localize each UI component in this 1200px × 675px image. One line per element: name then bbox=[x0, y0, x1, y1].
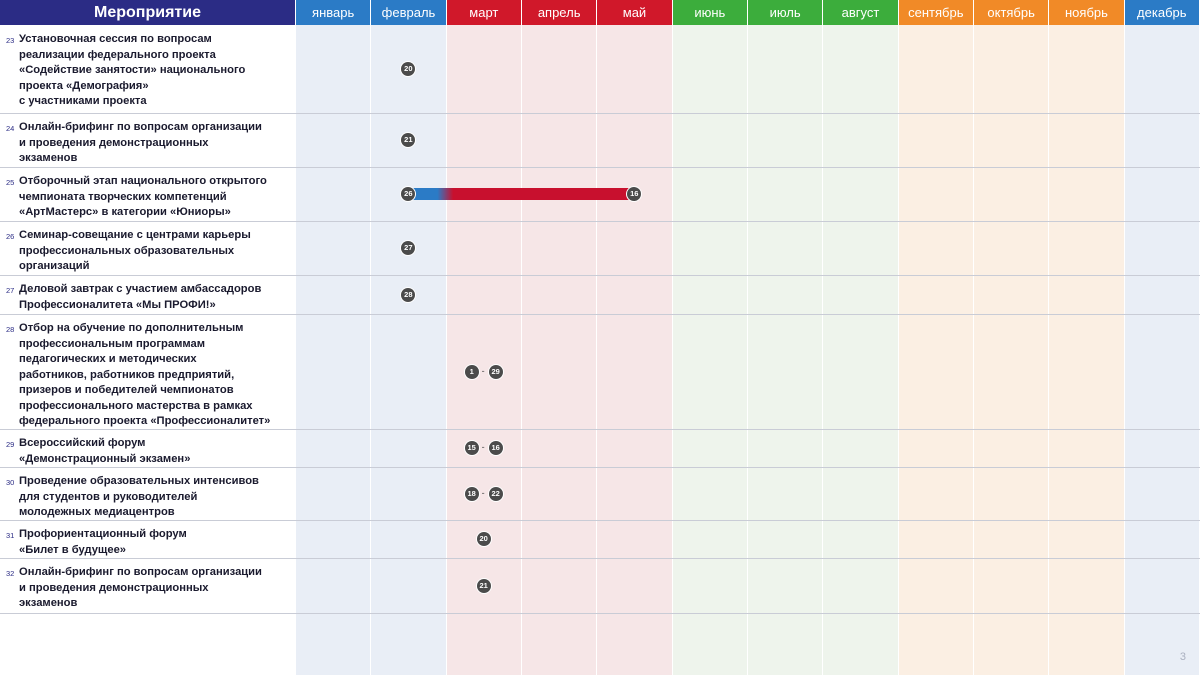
month-header-10: октябрь bbox=[973, 0, 1049, 25]
page-number: 3 bbox=[1179, 651, 1186, 663]
month-column-12 bbox=[1124, 25, 1200, 675]
month-header-6: июнь bbox=[672, 0, 747, 25]
event-number: 25 bbox=[6, 178, 15, 187]
month-header-7: июль bbox=[747, 0, 823, 25]
event-title: Установочная сессия по вопросам реализац… bbox=[19, 33, 246, 107]
event-column-header: Мероприятие bbox=[0, 0, 295, 25]
month-column-11 bbox=[1049, 25, 1125, 675]
event-title: Семинар-совещание с центрами карьеры про… bbox=[19, 229, 251, 272]
column-separator bbox=[972, 25, 974, 675]
date-start-marker: 1 bbox=[464, 364, 479, 379]
event-title: Деловой завтрак с участием амбассадоров … bbox=[19, 283, 262, 311]
column-separator bbox=[445, 25, 447, 675]
date-marker: 21 bbox=[476, 578, 491, 593]
month-column-5 bbox=[597, 25, 673, 675]
event-title: Проведение образовательных интенсивов дл… bbox=[19, 475, 259, 518]
column-separator bbox=[596, 25, 598, 675]
column-separator bbox=[1123, 25, 1125, 675]
event-title: Отборочный этап национального открытого … bbox=[19, 175, 267, 218]
month-column-6 bbox=[672, 25, 748, 675]
month-column-2 bbox=[371, 25, 447, 675]
column-separator bbox=[671, 25, 673, 675]
date-start-marker: 26 bbox=[401, 187, 416, 201]
row-separator bbox=[0, 275, 1200, 276]
date-marker: 27 bbox=[401, 241, 416, 255]
column-separator bbox=[295, 25, 296, 675]
event-number: 28 bbox=[6, 325, 15, 334]
date-range-dash: - bbox=[481, 487, 485, 498]
event-title: Онлайн-брифинг по вопросам организации и… bbox=[19, 566, 262, 609]
event-title: Отбор на обучение по дополнительным проф… bbox=[19, 322, 271, 427]
date-start-marker: 18 bbox=[464, 486, 479, 501]
event-number: 27 bbox=[6, 286, 15, 295]
column-separator bbox=[822, 25, 824, 675]
event-title: Профориентационный форум «Билет в будуще… bbox=[19, 528, 187, 556]
row-separator bbox=[0, 221, 1200, 222]
month-column-8 bbox=[823, 25, 899, 675]
row-separator bbox=[0, 113, 1200, 114]
event-number: 24 bbox=[6, 124, 15, 133]
row-separator bbox=[0, 467, 1200, 468]
event-number: 30 bbox=[6, 478, 15, 487]
event-title: Онлайн-брифинг по вопросам организации и… bbox=[19, 121, 262, 164]
column-separator bbox=[897, 25, 899, 675]
month-header-3: март bbox=[446, 0, 521, 25]
month-column-10 bbox=[973, 25, 1050, 675]
month-header-11: ноябрь bbox=[1049, 0, 1124, 25]
event-number: 32 bbox=[6, 569, 15, 578]
event-number: 23 bbox=[6, 36, 15, 45]
event-title: Всероссийский форум «Демонстрационный эк… bbox=[19, 437, 191, 465]
month-column-4 bbox=[521, 25, 598, 675]
month-column-9 bbox=[898, 25, 974, 675]
date-marker: 20 bbox=[401, 62, 416, 76]
row-separator bbox=[0, 314, 1200, 315]
month-column-7 bbox=[747, 25, 824, 675]
column-separator bbox=[1048, 25, 1050, 675]
month-header-12: декабрь bbox=[1124, 0, 1199, 25]
date-range-dash: - bbox=[481, 365, 485, 376]
row-separator bbox=[0, 429, 1200, 430]
month-header-5: май bbox=[597, 0, 672, 25]
duration-bar bbox=[408, 188, 635, 200]
row-separator bbox=[0, 613, 1200, 614]
month-header-4: апрель bbox=[521, 0, 597, 25]
month-column-3 bbox=[446, 25, 522, 675]
date-marker: 28 bbox=[401, 287, 416, 302]
month-column-1 bbox=[296, 25, 372, 675]
date-marker: 21 bbox=[401, 133, 416, 147]
column-separator bbox=[746, 25, 748, 675]
month-header-9: сентябрь bbox=[898, 0, 973, 25]
date-end-marker: 16 bbox=[627, 187, 642, 201]
date-end-marker: 16 bbox=[488, 441, 503, 455]
month-header-1: январь bbox=[296, 0, 371, 25]
date-end-marker: 22 bbox=[488, 486, 503, 501]
date-range-dash: - bbox=[481, 442, 485, 452]
column-separator bbox=[520, 25, 522, 675]
date-marker: 20 bbox=[476, 532, 491, 546]
column-separator bbox=[370, 25, 372, 675]
event-column-title: Мероприятие bbox=[94, 4, 201, 21]
month-header-2: февраль bbox=[371, 0, 446, 25]
date-end-marker: 29 bbox=[488, 364, 503, 379]
event-number: 29 bbox=[6, 440, 15, 449]
column-separator bbox=[1198, 25, 1200, 675]
month-header-8: август bbox=[823, 0, 898, 25]
row-separator bbox=[0, 520, 1200, 521]
date-start-marker: 15 bbox=[464, 441, 479, 455]
row-separator bbox=[0, 558, 1200, 559]
row-separator bbox=[0, 167, 1200, 168]
event-number: 31 bbox=[6, 531, 15, 540]
event-number: 26 bbox=[6, 232, 15, 241]
